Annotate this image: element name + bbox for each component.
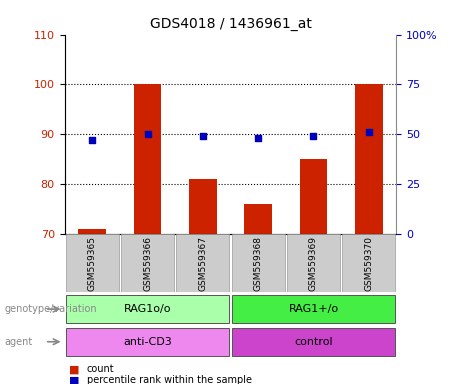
Text: ■: ■	[69, 364, 80, 374]
Text: ■: ■	[69, 375, 80, 384]
Text: GSM559370: GSM559370	[364, 235, 373, 291]
Point	[199, 133, 207, 139]
Bar	[231, 234, 285, 292]
Bar	[287, 234, 340, 292]
Bar	[231, 295, 396, 323]
Text: GSM559369: GSM559369	[309, 235, 318, 291]
Bar	[134, 84, 161, 234]
Title: GDS4018 / 1436961_at: GDS4018 / 1436961_at	[149, 17, 312, 31]
Bar	[342, 234, 396, 292]
Bar	[78, 229, 106, 234]
Point	[310, 133, 317, 139]
Text: RAG1o/o: RAG1o/o	[124, 304, 171, 314]
Text: agent: agent	[5, 337, 33, 347]
Bar	[189, 179, 217, 234]
Bar	[65, 234, 119, 292]
Point	[144, 131, 151, 137]
Bar	[65, 295, 230, 323]
Point	[89, 137, 96, 144]
Bar	[355, 84, 383, 234]
Text: GSM559366: GSM559366	[143, 235, 152, 291]
Text: RAG1+/o: RAG1+/o	[289, 304, 338, 314]
Bar	[244, 204, 272, 234]
Bar	[121, 234, 174, 292]
Point	[365, 129, 372, 136]
Text: anti-CD3: anti-CD3	[123, 337, 172, 347]
Text: count: count	[87, 364, 114, 374]
Text: GSM559365: GSM559365	[88, 235, 97, 291]
Text: genotype/variation: genotype/variation	[5, 304, 97, 314]
Text: control: control	[294, 337, 333, 347]
Text: GSM559367: GSM559367	[198, 235, 207, 291]
Bar	[300, 159, 327, 234]
Text: percentile rank within the sample: percentile rank within the sample	[87, 375, 252, 384]
Point	[254, 135, 262, 141]
Bar	[231, 328, 396, 356]
Text: GSM559368: GSM559368	[254, 235, 263, 291]
Bar	[65, 328, 230, 356]
Bar	[176, 234, 230, 292]
